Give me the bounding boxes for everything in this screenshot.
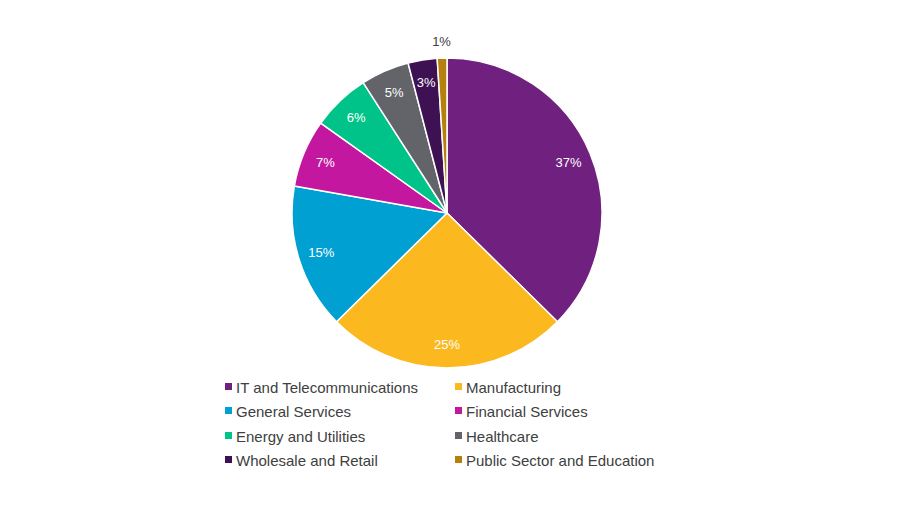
data-label: 15% [308,245,334,260]
legend-label: Healthcare [466,428,539,445]
legend-label: IT and Telecommunications [236,379,418,396]
legend-label: General Services [236,403,351,420]
legend-marker [225,383,232,390]
legend-marker [455,432,462,439]
legend-marker [225,407,232,414]
pie-slice [437,58,447,213]
legend-marker [225,432,232,439]
legend-label: Public Sector and Education [466,452,654,469]
data-labels: 37% 25% 15% 7% 6% 5% 3% 1% [308,34,582,353]
legend-marker [225,456,232,463]
legend-label: Wholesale and Retail [236,452,378,469]
data-label: 7% [316,155,335,170]
legend: IT and Telecommunications Manufacturing Ge… [225,379,654,469]
chart: 37% 25% 15% 7% 6% 5% 3% 1% IT and Telecommunicat… [0,0,900,506]
legend-marker [455,456,462,463]
legend-label: Financial Services [466,403,588,420]
data-label: 25% [434,337,460,352]
data-label: 3% [417,75,436,90]
slices [292,58,602,368]
legend-marker [455,407,462,414]
data-label: 6% [347,110,366,125]
legend-label: Energy and Utilities [236,428,365,445]
data-label: 1% [432,34,451,49]
data-label: 5% [385,85,404,100]
pie-slice [408,58,447,213]
legend-label: Manufacturing [466,379,561,396]
legend-marker [455,383,462,390]
data-label: 37% [556,155,582,170]
